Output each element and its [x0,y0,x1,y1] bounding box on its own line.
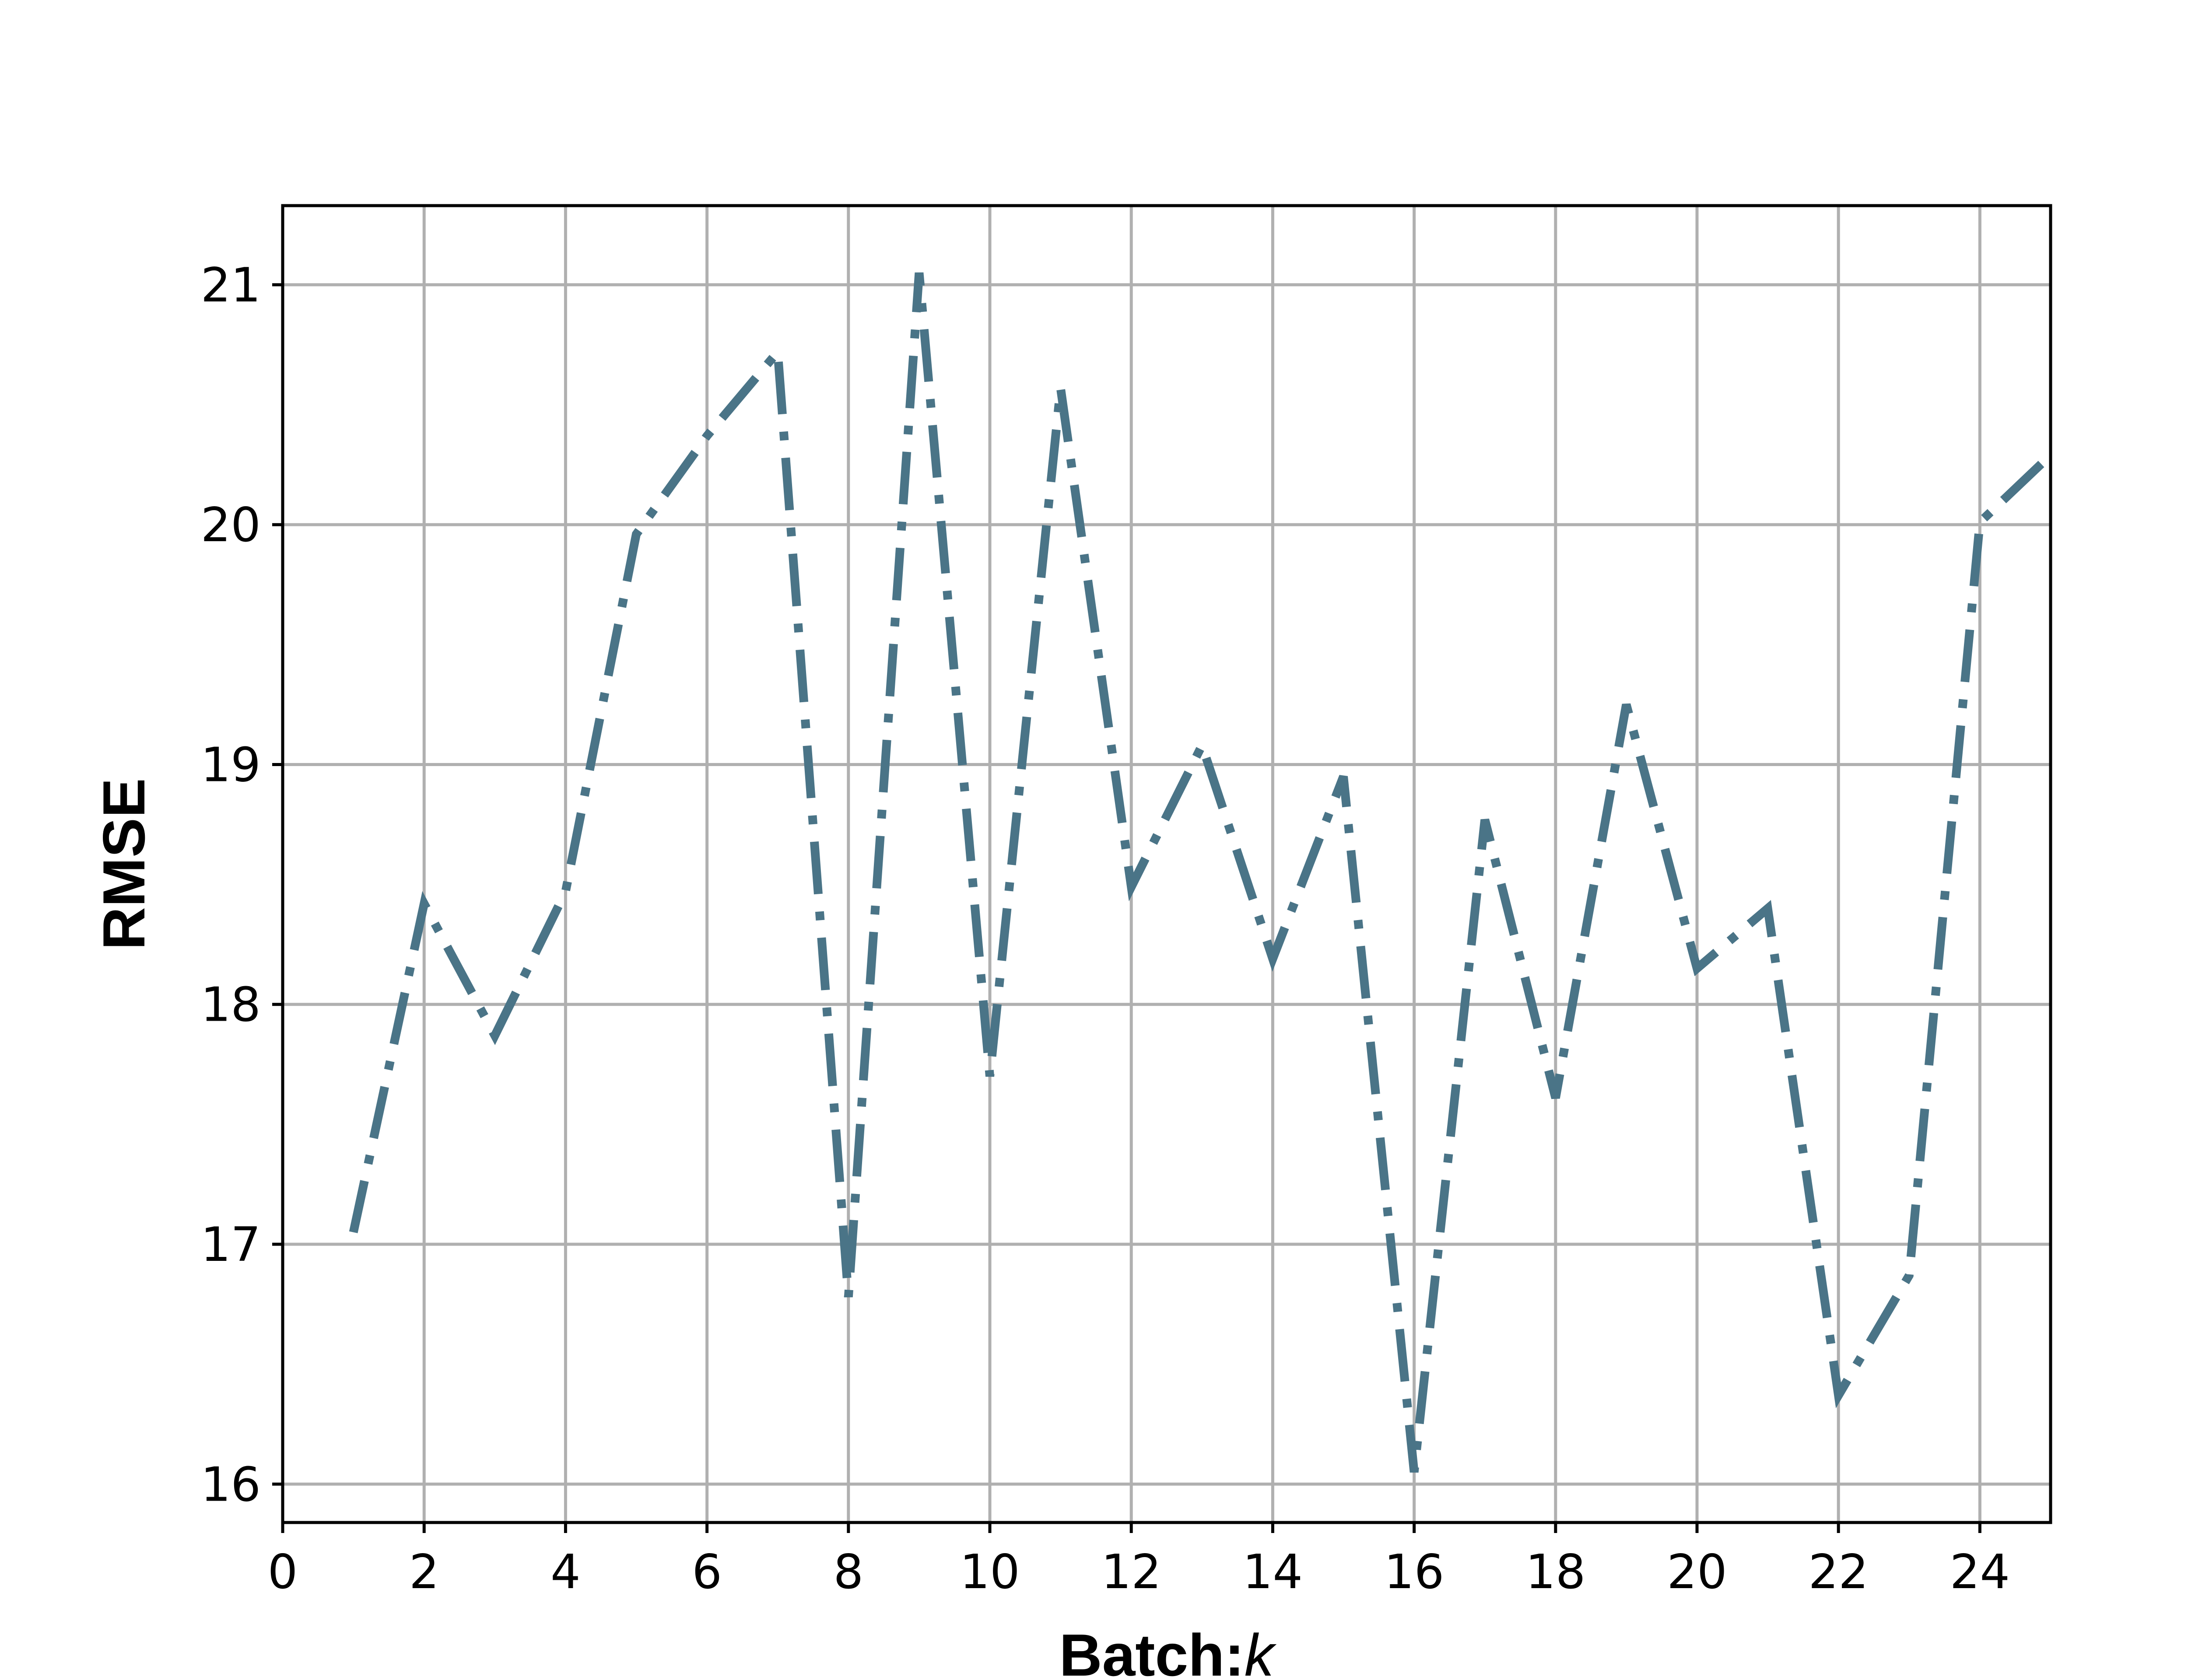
series [349,272,2054,1473]
x-tick-label: 14 [1243,1545,1303,1600]
x-tick-label: 0 [268,1545,298,1600]
x-axis-label-main: Batch: [1059,1622,1244,1680]
x-tick-label: 2 [409,1545,439,1600]
x-tick-label: 10 [960,1545,1020,1600]
x-axis-label: Batch:k [1059,1622,1276,1680]
y-tick-label: 21 [201,258,261,313]
x-tick-label: 6 [692,1545,722,1600]
y-tick-label: 16 [201,1457,261,1512]
y-tick-label: 20 [201,498,261,553]
x-tick-label: 18 [1525,1545,1585,1600]
plot-frame [281,204,2052,1524]
y-axis-label: RMSE [91,778,157,950]
x-tick-label: 16 [1384,1545,1444,1600]
y-tick-label: 17 [201,1218,261,1272]
x-axis-ticks: 0 2 4 6 8 10 12 14 16 18 20 22 24 [268,1522,2010,1600]
x-tick-label: 24 [1950,1545,2010,1600]
y-tick-label: 18 [201,978,261,1032]
x-axis-label-variable: k [1245,1622,1277,1680]
grid [281,206,2051,1522]
x-tick-label: 22 [1808,1545,1868,1600]
y-tick-label: 19 [201,738,261,792]
x-tick-label: 12 [1101,1545,1161,1600]
series-line-1 [349,272,2054,1473]
x-tick-label: 8 [833,1545,863,1600]
x-tick-label: 20 [1667,1545,1727,1600]
y-axis-ticks: 16 17 18 19 20 21 [201,258,283,1512]
x-tick-label: 4 [551,1545,581,1600]
